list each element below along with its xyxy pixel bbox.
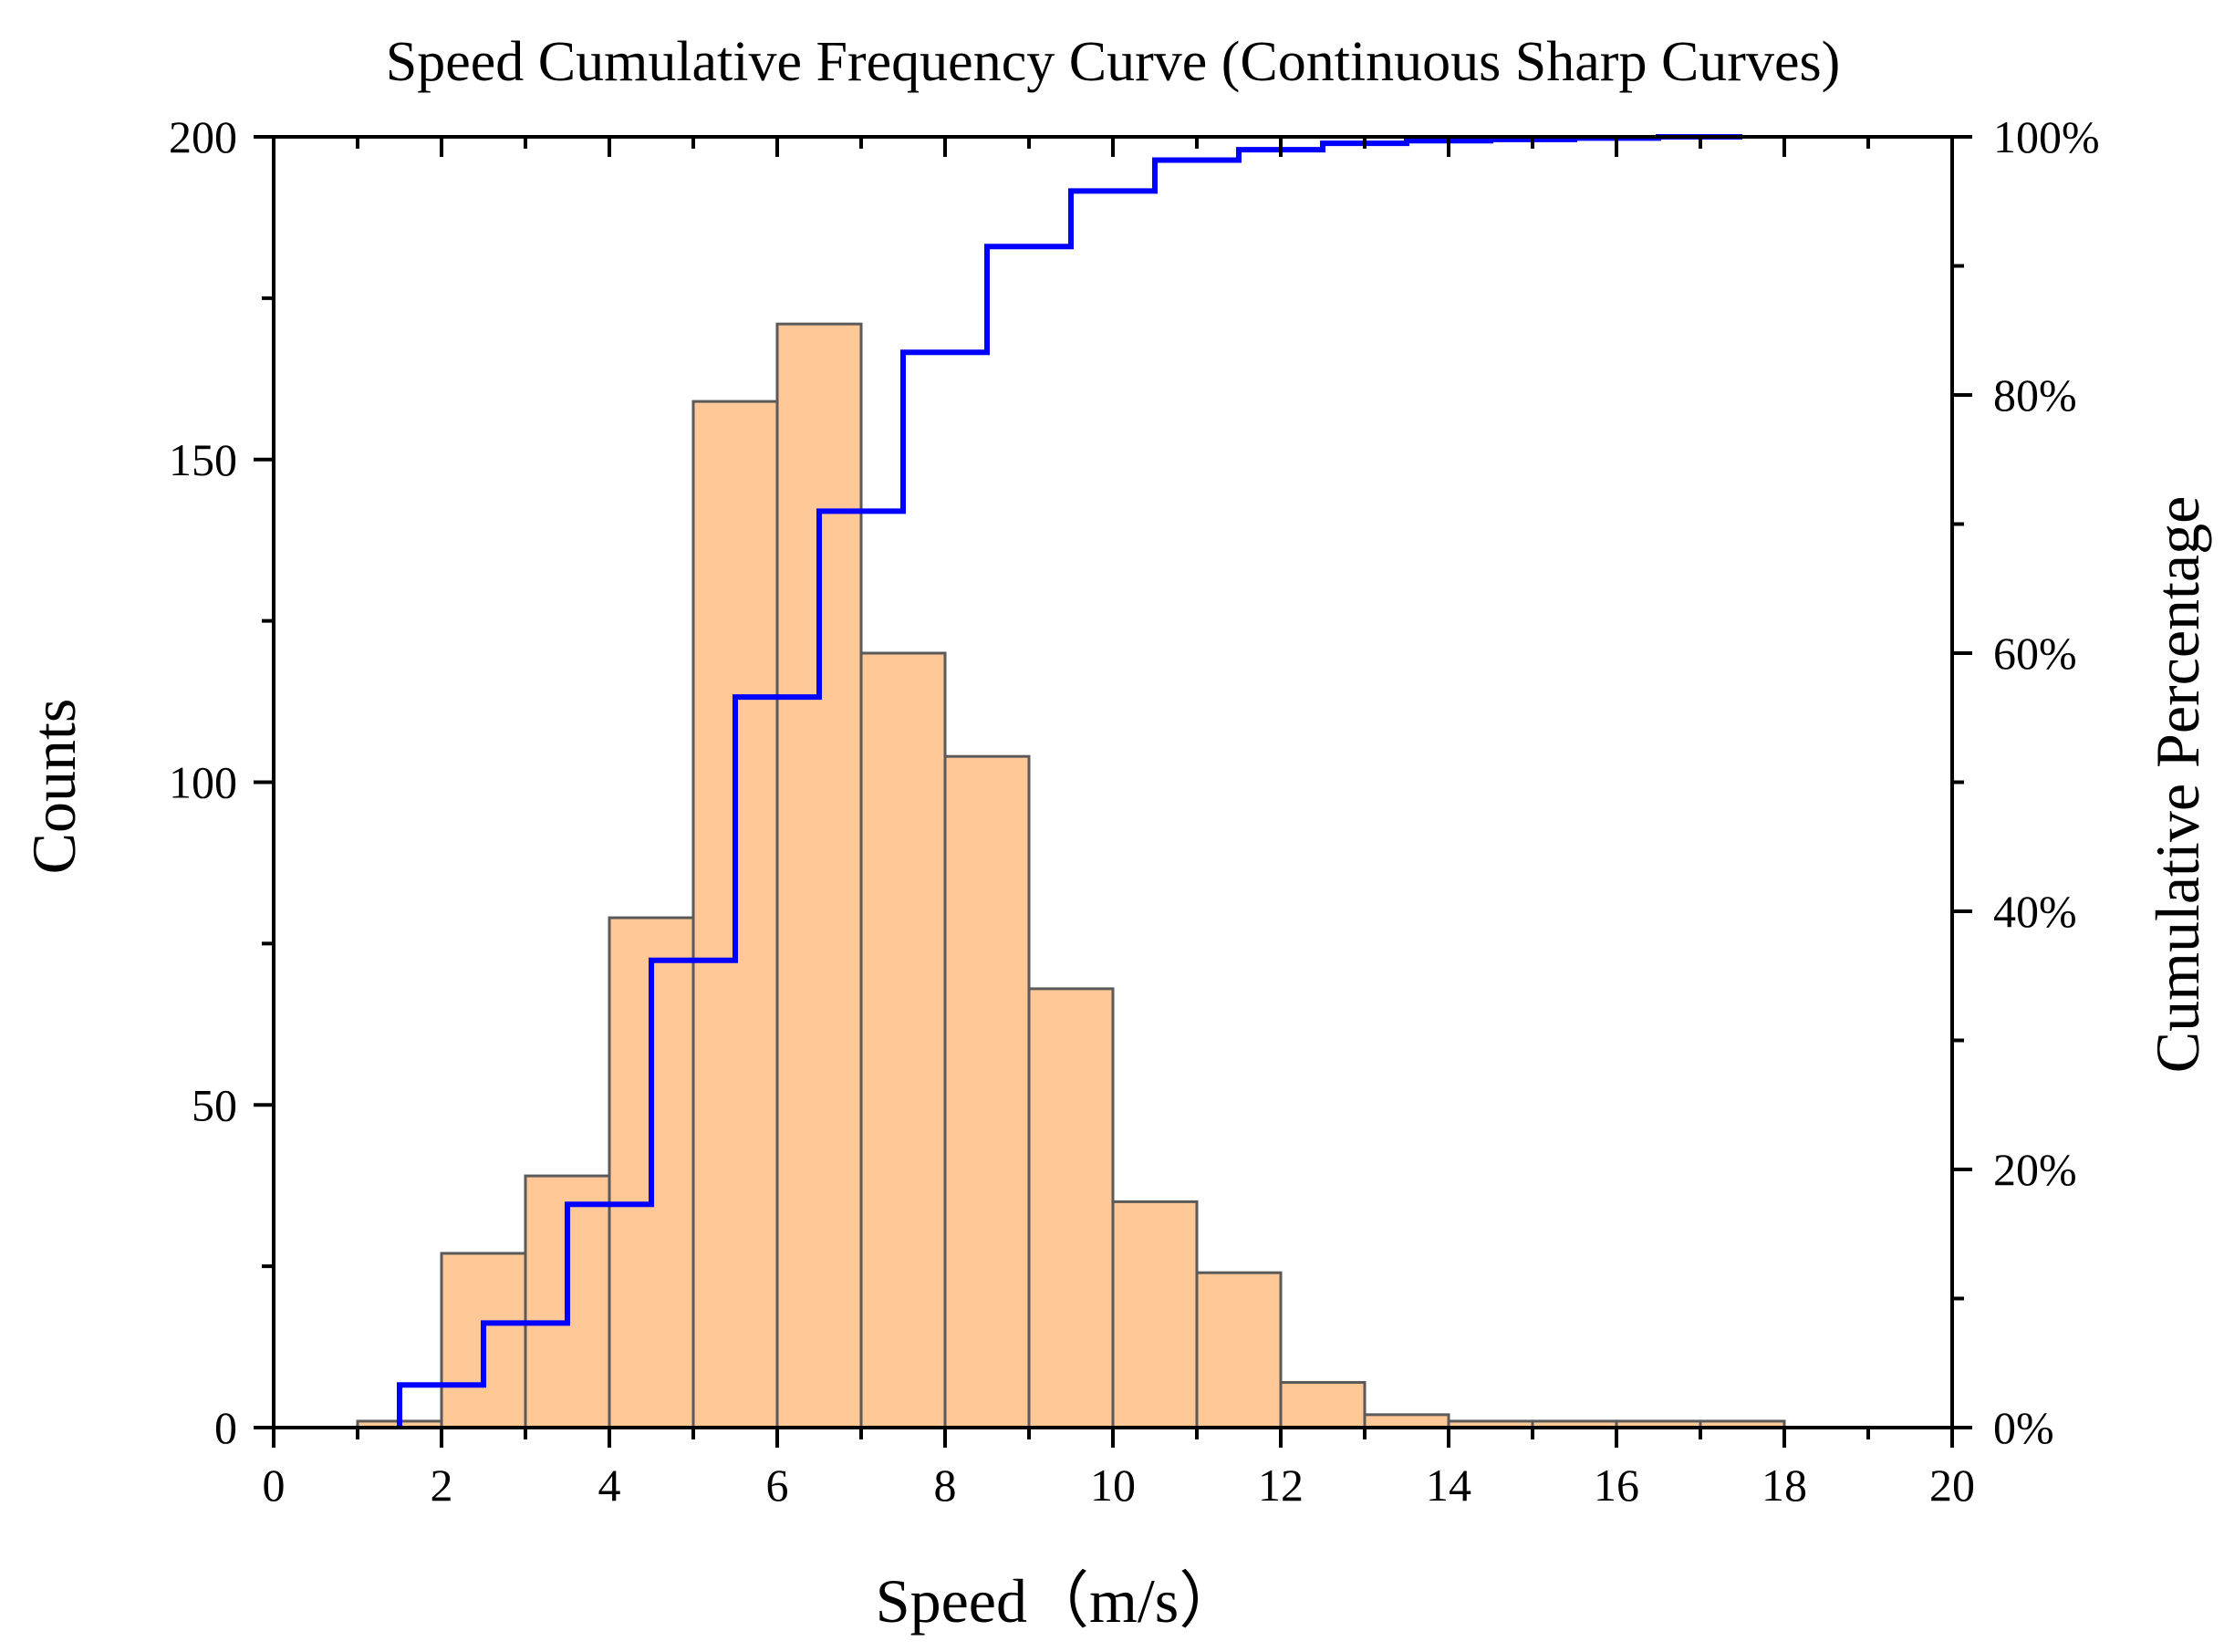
- x-tick-label-18: 18: [1762, 1460, 1807, 1511]
- x-tick-label-12: 12: [1258, 1460, 1304, 1511]
- x-axis-title: Speed（m/s）: [876, 1566, 1241, 1636]
- y-right-tick-label-40: 40%: [1993, 886, 2077, 937]
- histogram-bar-6: [859, 651, 947, 1429]
- x-tick-label-8: 8: [934, 1460, 957, 1511]
- y-left-tick-label-0: 0: [214, 1402, 237, 1453]
- y-left-tick-label-150: 150: [169, 434, 237, 485]
- y-axis-right-title: Cumulative Percentage: [2143, 496, 2212, 1074]
- cumulative-step-line: [397, 134, 1742, 1428]
- y-right-tick-label-0: 0%: [1993, 1402, 2054, 1453]
- x-tick-label-16: 16: [1594, 1460, 1639, 1511]
- x-tick-label-6: 6: [766, 1460, 789, 1511]
- x-tick-label-0: 0: [263, 1460, 286, 1511]
- y-right-tick-label-100: 100%: [1993, 111, 2100, 162]
- x-tick-label-20: 20: [1929, 1460, 1975, 1511]
- x-tick-label-14: 14: [1426, 1460, 1471, 1511]
- chart-title: Speed Cumulative Frequency Curve (Contin…: [386, 31, 1841, 93]
- y-left-tick-label-200: 200: [169, 111, 237, 162]
- histogram-bar-7: [943, 754, 1031, 1429]
- y-right-tick-label-20: 20%: [1993, 1144, 2077, 1195]
- x-tick-label-10: 10: [1090, 1460, 1136, 1511]
- x-tick-label-2: 2: [431, 1460, 453, 1511]
- axes-layer: [254, 135, 1972, 1448]
- histogram-bar-8: [1027, 987, 1115, 1429]
- histogram-bar-10: [1195, 1271, 1283, 1429]
- histogram-bar-9: [1111, 1200, 1199, 1429]
- bars-layer: [356, 322, 1786, 1429]
- y-left-tick-label-50: 50: [192, 1079, 237, 1130]
- histogram-bar-11: [1279, 1380, 1367, 1429]
- y-right-tick-label-60: 60%: [1993, 628, 2077, 679]
- histogram-bar-12: [1363, 1413, 1450, 1429]
- y-axis-left-title: Counts: [19, 699, 88, 875]
- y-right-tick-label-80: 80%: [1993, 369, 2077, 421]
- text-layer: Speed Cumulative Frequency Curve (Contin…: [19, 31, 2212, 1636]
- histogram-bar-5: [775, 322, 863, 1429]
- x-tick-label-4: 4: [598, 1460, 621, 1511]
- y-left-tick-label-100: 100: [169, 757, 237, 808]
